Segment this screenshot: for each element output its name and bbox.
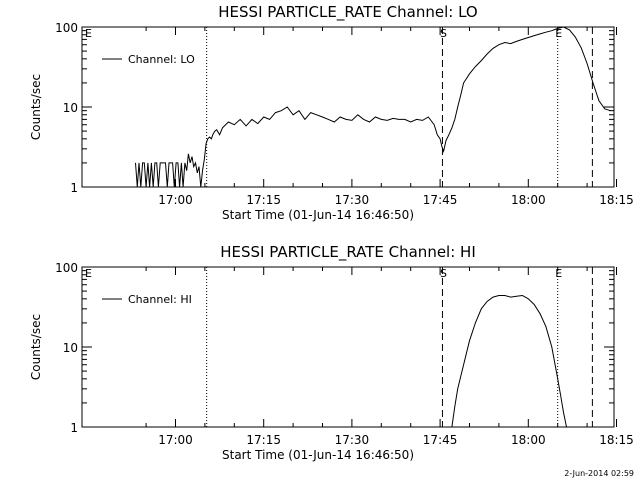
x-tick-label: 17:30 xyxy=(335,433,370,447)
date-stamp: 2-Jun-2014 02:59 xyxy=(564,469,634,478)
time-marker-label: S xyxy=(440,27,447,40)
time-marker-label: E xyxy=(555,27,562,40)
x-axis-label: Start Time (01-Jun-14 16:46:50) xyxy=(222,208,414,222)
x-tick-label: 17:00 xyxy=(158,433,193,447)
y-axis-label: Counts/sec xyxy=(29,314,43,380)
x-tick-label: 18:15 xyxy=(599,433,634,447)
y-axis-label: Counts/sec xyxy=(29,74,43,140)
chart-panel-2: HESSI PARTICLE_RATE Channel: HI 17:00 17:1… xyxy=(29,243,634,462)
time-marker-label: E xyxy=(555,267,562,280)
y-tick-label: 1 xyxy=(70,181,78,195)
x-tick-label: 18:15 xyxy=(599,193,634,207)
y-tick-label: 1 xyxy=(70,421,78,435)
corner-label-left: E xyxy=(85,267,92,280)
x-axis-label: Start Time (01-Jun-14 16:46:50) xyxy=(222,448,414,462)
y-tick-label: 100 xyxy=(55,261,78,275)
x-tick-label: 17:15 xyxy=(246,193,281,207)
chart-panel-1: HESSI PARTICLE_RATE Channel: LO 17:00 17:1… xyxy=(29,3,634,222)
plot-frame xyxy=(81,266,615,428)
series-line-channello xyxy=(135,26,611,188)
x-tick-label: 17:15 xyxy=(246,433,281,447)
series-line-channelhi xyxy=(451,294,567,428)
time-marker-label: S xyxy=(440,267,447,280)
y-tick-label: 100 xyxy=(55,21,78,35)
y-tick-label: 10 xyxy=(63,101,78,115)
x-tick-label: 18:00 xyxy=(511,433,546,447)
legend-label: Channel: HI xyxy=(128,293,192,306)
chart-title: HESSI PARTICLE_RATE Channel: HI xyxy=(220,243,476,262)
x-tick-label: 17:00 xyxy=(158,193,193,207)
x-tick-label: 17:45 xyxy=(423,193,458,207)
x-tick-label: 17:45 xyxy=(423,433,458,447)
legend-label: Channel: LO xyxy=(128,53,195,66)
y-tick-label: 10 xyxy=(63,341,78,355)
x-tick-label: 17:30 xyxy=(335,193,370,207)
x-tick-label: 18:00 xyxy=(511,193,546,207)
chart-title: HESSI PARTICLE_RATE Channel: LO xyxy=(218,3,477,22)
corner-label-left: E xyxy=(85,27,92,40)
